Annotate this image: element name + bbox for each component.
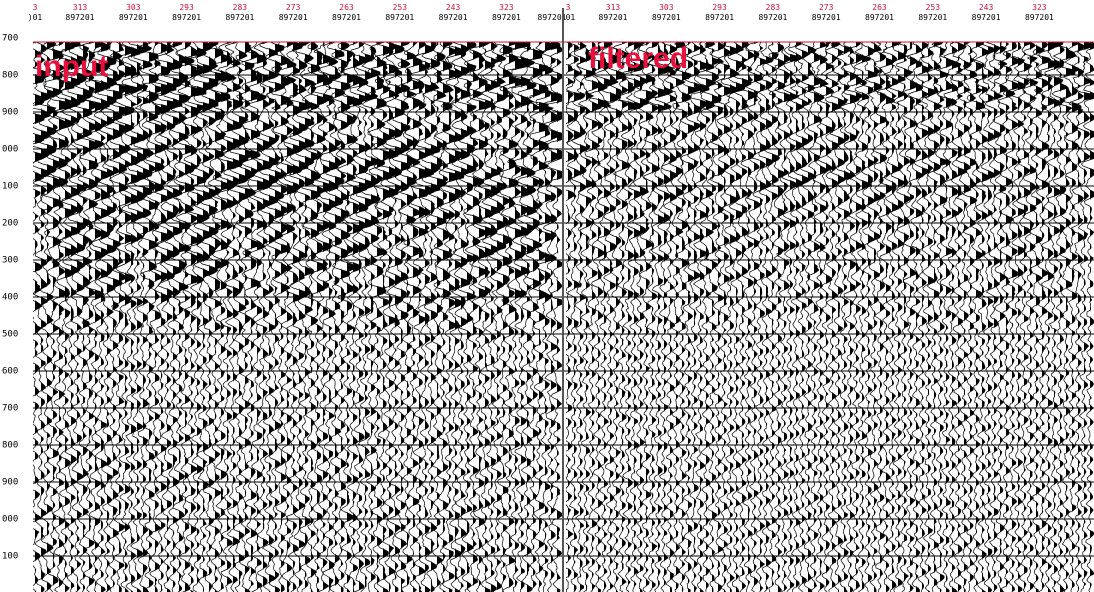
trace-id: 897201 [172,13,201,22]
time-label: 600 [2,367,18,377]
time-label: 000 [2,515,18,525]
trace-number: 323 [1032,3,1047,12]
trace-number: 283 [233,3,248,12]
trace-id: 897201 [812,13,841,22]
time-label: 900 [2,478,18,488]
time-label: 800 [2,441,18,451]
trace-number: 253 [393,3,408,12]
time-label: 400 [2,293,18,303]
trace-number: 3 [33,3,38,12]
trace-number: 273 [819,3,834,12]
trace-number: 303 [659,3,674,12]
trace-number: 293 [712,3,727,12]
trace-id: 897201 [705,13,734,22]
trace-id: 897201 [66,13,95,22]
trace-number: 303 [126,3,141,12]
trace-id: 897201 [865,13,894,22]
trace-number: 3 [566,3,571,12]
trace-id: 897201 [225,13,254,22]
time-axis: 700 800 900 000 100 200 300 400 500 600 700 800 900 0… [2,34,18,562]
trace-id: 897201 [119,13,148,22]
time-label: 500 [2,330,18,340]
trace-number: 253 [926,3,941,12]
trace-id: 897201 [439,13,468,22]
time-label: 900 [2,108,18,118]
panel-label: filtered [588,42,688,75]
seismic-view: 3)01313897201303897201293897201283897201… [0,0,1094,592]
trace-id: 897201 [918,13,947,22]
trace-id: 897201 [332,13,361,22]
trace-id: 897201 [599,13,628,22]
trace-number: 313 [606,3,621,12]
panel-label: input [35,50,108,83]
trace-id: 897201 [279,13,308,22]
time-label: 700 [2,34,18,44]
trace-number: 263 [872,3,887,12]
time-label: 100 [2,182,18,192]
trace-number: 323 [499,3,514,12]
time-label: 300 [2,256,18,266]
trace-number: 263 [339,3,354,12]
time-label: 100 [2,552,18,562]
time-label: 200 [2,219,18,229]
trace-id: 897201 [652,13,681,22]
trace-number: 243 [979,3,994,12]
time-label: 000 [2,145,18,155]
trace-number: 243 [446,3,461,12]
time-label: 700 [2,404,18,414]
trace-id: 897201 [385,13,414,22]
trace-number: 313 [73,3,88,12]
trace-id: 897201 [758,13,787,22]
trace-id: )01 [28,13,43,22]
trace-number: 283 [766,3,781,12]
time-label: 800 [2,71,18,81]
trace-number: 293 [179,3,194,12]
trace-id: 897201 [1025,13,1054,22]
trace-number: 273 [286,3,301,12]
trace-id: 897201 [972,13,1001,22]
trace-id: 897201 [492,13,521,22]
